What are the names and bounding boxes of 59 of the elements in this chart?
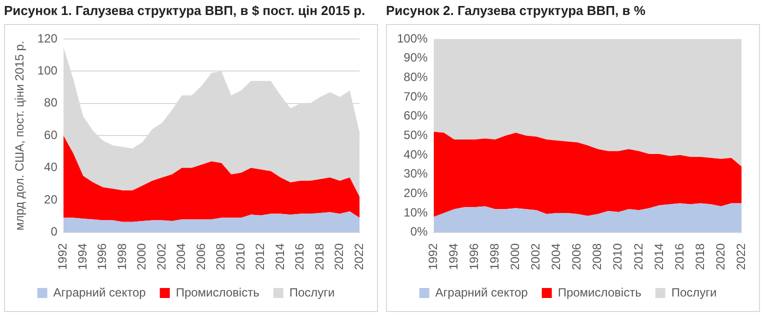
y-tick-label: 50%: [404, 128, 428, 142]
legend-label: Аграрний сектор: [435, 285, 528, 300]
y-tick-label: 60: [44, 128, 58, 142]
x-tick-label: 1994: [446, 242, 461, 270]
x-tick-label: 1996: [467, 242, 482, 270]
x-tick-label: 2002: [528, 242, 543, 270]
legend-label: Послуги: [289, 285, 335, 300]
y-tick-label: 10%: [404, 205, 428, 220]
y-tick-label: 100%: [396, 31, 428, 46]
y-tick-label: 90%: [404, 50, 428, 65]
x-tick-label: 1998: [488, 242, 502, 270]
legend-label: Аграрний сектор: [53, 285, 146, 300]
x-tick-label: 2016: [672, 242, 686, 270]
x-tick-label: 2000: [134, 242, 149, 270]
x-tick-label: 2008: [590, 242, 604, 270]
chart-title: Рисунок 1. Галузева структура ВВП, в $ пост. цін 2015 р.: [4, 2, 366, 20]
x-tick-label: 1998: [114, 242, 129, 270]
x-tick-label: 2020: [332, 242, 346, 270]
x-tick-label: 2020: [713, 242, 728, 270]
x-tick-label: 2018: [692, 242, 707, 270]
x-tick-label: 1994: [75, 242, 90, 270]
y-tick-label: 20%: [404, 186, 428, 200]
y-tick-label: 80: [44, 96, 58, 110]
x-tick-label: 2022: [734, 242, 748, 270]
x-tick-label: 2006: [194, 242, 208, 270]
y-tick-label: 0: [50, 224, 58, 239]
x-tick-label: 2002: [154, 242, 168, 270]
x-tick-label: 2012: [253, 242, 268, 270]
y-tick-label: 30%: [404, 166, 428, 181]
x-tick-label: 2004: [174, 242, 188, 270]
y-tick-label: 60%: [404, 108, 428, 123]
x-tick-label: 2010: [233, 242, 248, 270]
y-axis-title: млрд дол. США, пост. ціни 2015 р.: [12, 40, 27, 230]
x-tick-label: 2018: [312, 242, 326, 270]
y-tick-label: 40%: [404, 147, 428, 162]
x-tick-label: 2014: [272, 242, 287, 270]
x-tick-label: 1996: [95, 242, 110, 270]
x-tick-label: 1992: [56, 242, 70, 270]
x-tick-label: 2022: [352, 242, 366, 270]
legend-label: Промисловість: [176, 285, 260, 300]
y-tick-label: 0%: [410, 224, 428, 239]
x-tick-label: 2016: [292, 242, 307, 270]
x-tick-label: 2012: [631, 242, 646, 270]
x-tick-label: 1992: [426, 242, 440, 270]
x-tick-label: 2004: [549, 242, 564, 270]
y-tick-label: 20: [44, 192, 58, 206]
y-tick-label: 80%: [404, 70, 428, 84]
x-tick-label: 2010: [610, 242, 625, 270]
x-tick-label: 2000: [508, 242, 522, 270]
y-tick-label: 40: [44, 160, 58, 174]
x-tick-label: 2008: [214, 242, 228, 270]
y-tick-label: 100: [37, 64, 58, 78]
x-tick-label: 2014: [652, 242, 666, 270]
y-tick-label: 120: [37, 31, 58, 46]
x-tick-label: 2006: [570, 242, 584, 270]
chart-title: Рисунок 2. Галузева структура ВВП, в %: [386, 2, 646, 20]
y-tick-label: 70%: [404, 89, 428, 104]
legend-label: Промисловість: [558, 285, 642, 300]
legend-label: Послуги: [671, 285, 717, 300]
